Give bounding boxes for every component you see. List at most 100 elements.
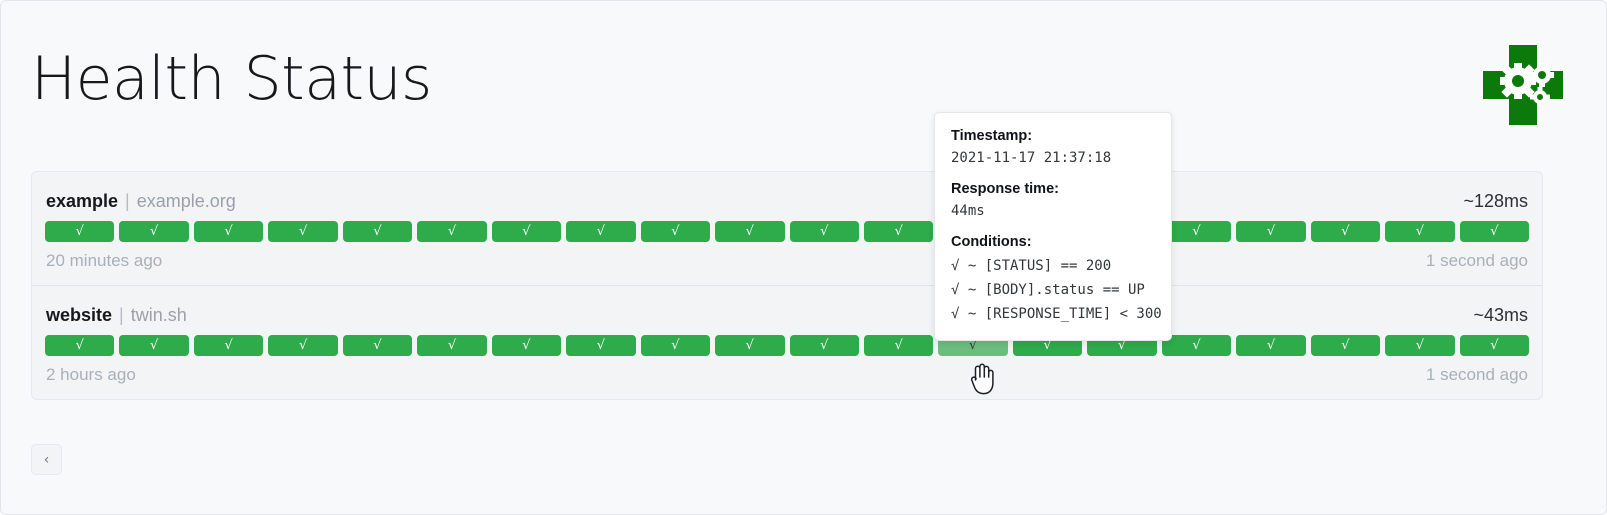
endpoint-identity: example | example.org [46, 190, 236, 212]
status-bar-up[interactable]: √ [1161, 335, 1232, 356]
endpoint-oldest-time: 20 minutes ago [46, 251, 163, 270]
status-bar-up[interactable]: √ [417, 221, 487, 242]
tooltip-timestamp-label: Timestamp: [951, 128, 1033, 144]
status-bar-up[interactable]: √ [789, 335, 859, 356]
status-bar-up[interactable]: √ [1236, 335, 1306, 356]
endpoint-header: example | example.org ~128ms [45, 190, 1529, 212]
check-icon: √ [671, 338, 680, 353]
endpoint-row: website | twin.sh ~43ms √ √ √ √ √ √ √ √ √ √ √ √ √ √ √ √… [32, 285, 1542, 399]
status-bar-up[interactable]: √ [640, 335, 711, 356]
endpoint-separator: | [125, 191, 130, 211]
check-icon: √ [1192, 224, 1201, 239]
check-icon: √ [596, 338, 606, 353]
check-icon: √ [1415, 224, 1425, 239]
endpoints-card: example | example.org ~128ms √ √ √ √ √ √ √ √ √ √ √… [31, 171, 1543, 400]
status-bar-up[interactable]: √ [119, 335, 189, 356]
check-icon: √ [224, 338, 233, 353]
endpoint-oldest-time: 2 hours ago [46, 365, 136, 384]
status-bar-up[interactable]: √ [863, 335, 934, 356]
tooltip-condition-item: √ ~ [STATUS] == 200 [951, 258, 1112, 274]
status-bar-up[interactable]: √ [715, 335, 785, 356]
tooltip-response-time-label: Response time: [951, 181, 1059, 197]
check-icon: √ [820, 338, 829, 353]
status-bar-up[interactable]: √ [1161, 221, 1232, 242]
status-bar-strip: √√√√√√√√√√√√√√√√√√√√ [45, 335, 1530, 356]
status-bar-up[interactable]: √ [715, 221, 785, 242]
status-bar-up[interactable]: √ [491, 335, 562, 356]
endpoint-hostname: example.org [136, 191, 236, 211]
check-icon: √ [522, 338, 531, 353]
status-bar-up[interactable]: √ [193, 221, 264, 242]
status-bar-up[interactable]: √ [566, 221, 636, 242]
status-bar-up[interactable]: √ [1459, 221, 1530, 242]
check-icon: √ [1192, 338, 1201, 353]
endpoint-separator: | [119, 305, 124, 325]
chevron-left-icon: ‹ [43, 451, 50, 468]
check-icon: √ [745, 224, 754, 239]
status-bar-up[interactable]: √ [1310, 335, 1381, 356]
status-bar-strip: √√√√√√√√√√√√√√√√√√√√ [45, 221, 1530, 242]
endpoint-timerange: 2 hours ago 1 second ago [45, 356, 1529, 385]
status-bar-up[interactable]: √ [342, 335, 413, 356]
status-bar-up[interactable]: √ [417, 335, 487, 356]
status-bar-up[interactable]: √ [491, 221, 562, 242]
status-bar-up[interactable]: √ [1236, 221, 1306, 242]
status-bar-up[interactable]: √ [268, 221, 338, 242]
check-icon: √ [150, 224, 159, 239]
check-icon: √ [447, 338, 457, 353]
check-icon: √ [447, 224, 457, 239]
check-icon: √ [820, 224, 829, 239]
status-bar-up[interactable]: √ [268, 335, 338, 356]
status-bar-up[interactable]: √ [566, 335, 636, 356]
endpoint-average-response-time: ~43ms [1473, 305, 1528, 325]
status-bar-up[interactable]: √ [342, 221, 413, 242]
green-cross-gears-logo-icon [1483, 45, 1563, 125]
check-icon: √ [522, 224, 531, 239]
endpoint-identity: website | twin.sh [46, 304, 187, 326]
status-bar-up[interactable]: √ [863, 221, 934, 242]
check-icon: √ [75, 224, 84, 239]
tooltip-condition-item: √ ~ [BODY].status == UP [951, 282, 1145, 298]
check-icon: √ [1341, 224, 1350, 239]
page-header: Health Status [31, 43, 1576, 151]
tooltip-condition-item: √ ~ [RESPONSE_TIME] < 300 [951, 306, 1162, 322]
check-icon: √ [1266, 224, 1276, 239]
status-bar-up[interactable]: √ [119, 221, 189, 242]
previous-page-button[interactable]: ‹ [31, 444, 62, 475]
check-icon: √ [671, 224, 680, 239]
check-icon: √ [1043, 338, 1052, 353]
status-bar-up[interactable]: √ [45, 335, 115, 356]
check-icon: √ [298, 338, 308, 353]
endpoint-name: example [46, 191, 119, 211]
page-title: Health Status [31, 44, 432, 114]
check-icon: √ [150, 338, 159, 353]
endpoint-newest-time: 1 second ago [1425, 251, 1528, 270]
check-icon: √ [1341, 338, 1350, 353]
check-icon: √ [298, 224, 308, 239]
check-icon: √ [373, 224, 382, 239]
endpoint-name: website [46, 305, 113, 325]
status-bar-up[interactable]: √ [789, 221, 859, 242]
status-detail-tooltip: Timestamp: 2021-11-17 21:37:18 Response … [934, 112, 1172, 341]
status-bar-up[interactable]: √ [1310, 221, 1381, 242]
check-icon: √ [1490, 224, 1499, 239]
pagination: ‹ [31, 444, 62, 475]
status-bar-up[interactable]: √ [1385, 221, 1455, 242]
check-icon: √ [894, 338, 903, 353]
check-icon: √ [75, 338, 84, 353]
status-bar-up[interactable]: √ [1459, 335, 1530, 356]
status-bar-up[interactable]: √ [193, 335, 264, 356]
check-icon: √ [894, 224, 903, 239]
status-bar-up[interactable]: √ [640, 221, 711, 242]
status-bar-up[interactable]: √ [45, 221, 115, 242]
check-icon: √ [1266, 338, 1276, 353]
tooltip-conditions-label: Conditions: [951, 234, 1032, 250]
endpoint-hostname: twin.sh [130, 305, 187, 325]
tooltip-response-time-value: 44ms [951, 203, 985, 219]
check-icon: √ [745, 338, 754, 353]
endpoint-timerange: 20 minutes ago 1 second ago [45, 242, 1529, 271]
status-bar-up[interactable]: √ [1385, 335, 1455, 356]
check-icon: √ [373, 338, 382, 353]
endpoint-row: example | example.org ~128ms √ √ √ √ √ √ √ √ √ √ √… [32, 172, 1542, 285]
